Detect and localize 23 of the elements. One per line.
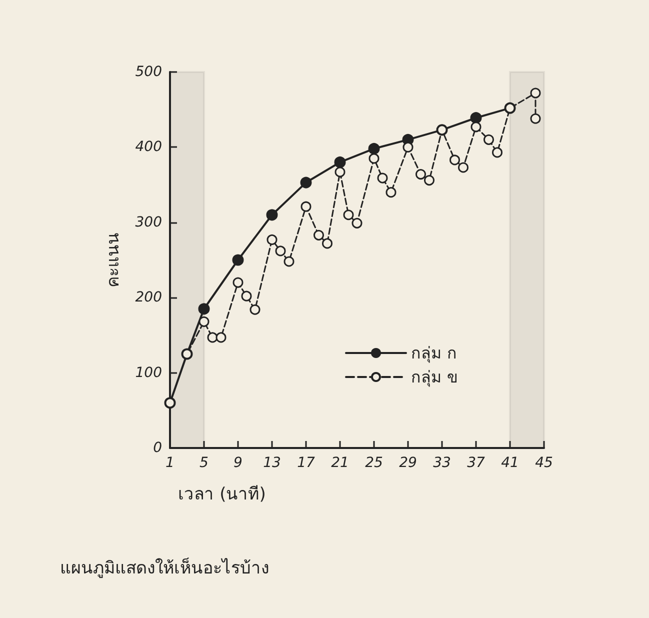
y-tick-label: 300 — [135, 214, 162, 230]
y-tick-label: 500 — [135, 64, 162, 80]
x-tick-label: 9 — [234, 455, 243, 471]
x-tick-label: 33 — [433, 455, 451, 471]
x-tick-label: 21 — [331, 455, 349, 471]
y-tick-label: 200 — [135, 290, 162, 306]
x-tick-label: 17 — [297, 455, 315, 471]
x-tick-label: 1 — [166, 455, 174, 471]
y-tick-label: 0 — [153, 440, 162, 456]
y-tick-label: 100 — [135, 364, 162, 381]
x-tick-label: 13 — [263, 455, 281, 471]
x-tick-label: 5 — [200, 455, 209, 471]
x-axis-title: เวลา (นาที) — [178, 484, 266, 504]
y-axis-title: คะแนน — [104, 232, 124, 288]
x-tick-label: 37 — [467, 455, 485, 471]
x-tick-label: 41 — [501, 455, 519, 471]
x-tick-label: 45 — [535, 455, 553, 471]
text: แผนภูมิแสดงให้เห็นอะไรบ้าง — [60, 556, 269, 578]
y-tick-label: 400 — [135, 139, 162, 156]
legend-label: กลุ่ม ก — [411, 344, 458, 364]
x-tick-label: 25 — [365, 455, 383, 471]
legend-label: กลุ่ม ข — [411, 368, 458, 388]
x-tick-label: 29 — [399, 455, 417, 471]
